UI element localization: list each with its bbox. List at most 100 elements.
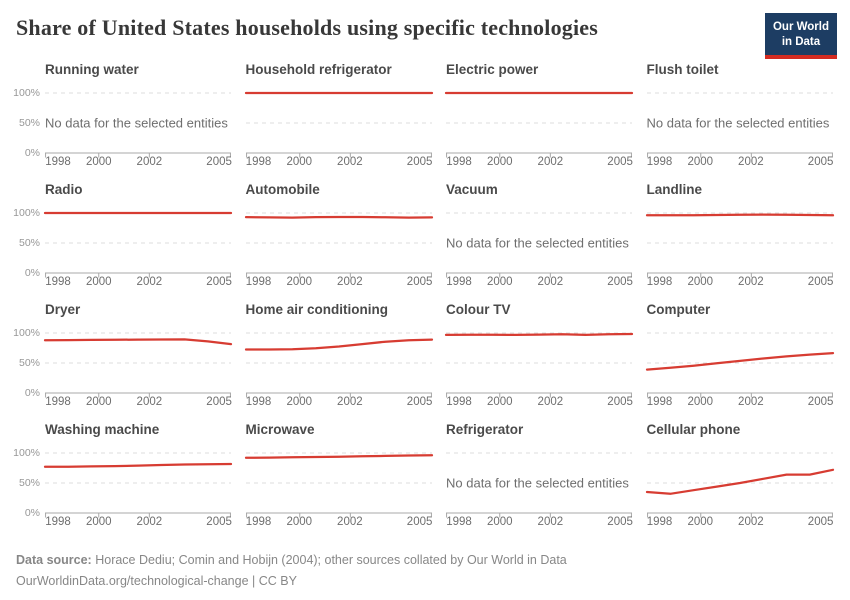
y-tick-label: 0% [24, 387, 40, 399]
panel-dryer: Dryer 100% 50% 0% 1998 2000 2002 2005 [13, 302, 233, 408]
data-source-label: Data source: [16, 553, 92, 567]
y-tick-label: 0% [24, 147, 40, 159]
panel-chart [244, 332, 433, 398]
x-tick-label: 2005 [807, 516, 834, 528]
panel-chart [645, 452, 834, 518]
panel-title: Microwave [245, 422, 315, 437]
panel-title: Dryer [45, 302, 81, 317]
panel-title: Home air conditioning [245, 302, 389, 317]
x-tick-label: 1998 [646, 156, 673, 168]
x-tick-label: 2002 [337, 516, 363, 528]
data-line [244, 454, 433, 459]
panel-washing-machine: Washing machine 100% 50% 0% 1998 2000 2002 2005 [13, 422, 233, 528]
x-tick-label: 2005 [607, 276, 633, 288]
small-multiples-grid: Running water 100% 50% 0% No data for the se… [13, 62, 834, 528]
x-tick-label: 2005 [206, 516, 232, 528]
panel-plot-area: 1998 2000 2002 2005 [444, 330, 634, 408]
panel-chart [645, 212, 834, 278]
panel-chart [646, 92, 833, 158]
y-tick-label: 100% [13, 447, 40, 459]
x-tick-label: 2005 [807, 156, 834, 168]
x-tick-label: 2000 [85, 396, 112, 408]
x-tick-label: 2000 [486, 396, 513, 408]
data-source-line: Data source: Horace Dediu; Comin and Hob… [16, 550, 834, 571]
panel-plot-area: No data for the selected entities 1998 200… [446, 210, 633, 288]
x-tick-label: 2005 [607, 156, 633, 168]
panel-landline: Landline 1998 2000 2002 2005 [645, 182, 834, 288]
x-tick-label: 1998 [245, 516, 272, 528]
header: Share of United States households using … [0, 0, 850, 60]
panel-chart [645, 332, 834, 398]
data-line [43, 338, 233, 346]
panel-chart [446, 212, 632, 278]
y-tick-label: 0% [24, 507, 40, 519]
y-tick-label: 0% [24, 267, 40, 279]
y-tick-label: 100% [13, 87, 40, 99]
panel-title: Household refrigerator [245, 62, 392, 77]
panel-chart [446, 452, 632, 518]
x-tick-label: 2000 [85, 516, 112, 528]
panel-title: Radio [45, 182, 83, 197]
panel-electric-power: Electric power 1998 2000 2002 2005 [444, 62, 634, 168]
x-tick-label: 2000 [687, 276, 714, 288]
x-tick-label: 1998 [646, 516, 673, 528]
x-tick-label: 2002 [337, 276, 363, 288]
x-tick-label: 2002 [136, 396, 163, 408]
x-tick-label: 2000 [486, 156, 513, 168]
x-tick-label: 2005 [206, 276, 232, 288]
panel-plot-area: 1998 2000 2002 2005 [244, 210, 433, 288]
x-tick-label: 1998 [446, 396, 472, 408]
panel-vacuum: Vacuum No data for the selected entities 1… [446, 182, 633, 288]
x-tick-label: 2002 [136, 516, 163, 528]
x-tick-label: 2000 [286, 276, 313, 288]
panel-chart [43, 211, 233, 278]
x-tick-label: 2002 [738, 396, 764, 408]
x-tick-label: 2000 [286, 516, 313, 528]
panel-chart [244, 452, 433, 518]
panel-title: Electric power [446, 62, 539, 77]
x-tick-label: 1998 [245, 396, 272, 408]
owid-logo: Our World in Data [764, 13, 837, 59]
x-tick-label: 2005 [607, 396, 633, 408]
data-line [244, 215, 433, 219]
panel-chart [244, 212, 433, 278]
x-tick-label: 1998 [245, 276, 272, 288]
y-tick-label: 50% [18, 117, 40, 129]
panel-flush-toilet: Flush toilet No data for the selected ent… [646, 62, 834, 168]
panel-plot-area: 1998 2000 2002 2005 [645, 330, 834, 408]
x-tick-label: 2000 [85, 156, 112, 168]
data-line [645, 351, 834, 371]
data-line [43, 462, 233, 468]
panel-chart [43, 452, 233, 518]
y-tick-label: 100% [13, 327, 40, 339]
x-tick-label: 2000 [85, 276, 112, 288]
x-tick-label: 2002 [738, 516, 764, 528]
panel-microwave: Microwave 1998 2000 2002 2005 [244, 422, 433, 528]
x-tick-label: 2002 [537, 516, 564, 528]
x-tick-label: 1998 [646, 276, 673, 288]
data-source-text: Horace Dediu; Comin and Hobijn (2004); o… [95, 553, 567, 567]
x-tick-label: 2000 [286, 156, 313, 168]
x-tick-label: 2000 [687, 156, 714, 168]
x-tick-label: 1998 [446, 156, 472, 168]
panel-chart [45, 92, 231, 158]
panel-title: Cellular phone [646, 422, 741, 437]
x-tick-label: 1998 [446, 276, 472, 288]
panel-plot-area: 1998 2000 2002 2005 [244, 330, 433, 408]
y-tick-label: 50% [18, 477, 40, 489]
panel-plot-area: 100% 50% 0% No data for the selected entiti… [13, 87, 232, 168]
panel-plot-area: 100% 50% 0% 1998 2000 2002 2005 [13, 207, 233, 288]
x-tick-label: 2002 [337, 156, 363, 168]
x-tick-label: 1998 [245, 156, 272, 168]
x-tick-label: 2005 [206, 396, 232, 408]
x-tick-label: 2002 [537, 156, 564, 168]
panel-title: Computer [646, 302, 711, 317]
panel-plot-area: 1998 2000 2002 2005 [244, 450, 433, 528]
x-tick-label: 2005 [607, 516, 633, 528]
no-data-message: No data for the selected entities [646, 115, 830, 131]
footer-url-license: OurWorldinData.org/technological-change … [16, 574, 297, 589]
panel-colour-tv: Colour TV 1998 2000 2002 2005 [444, 302, 634, 408]
x-tick-label: 1998 [45, 156, 71, 168]
panel-plot-area: 1998 2000 2002 2005 [645, 450, 834, 528]
x-tick-label: 2002 [136, 276, 163, 288]
